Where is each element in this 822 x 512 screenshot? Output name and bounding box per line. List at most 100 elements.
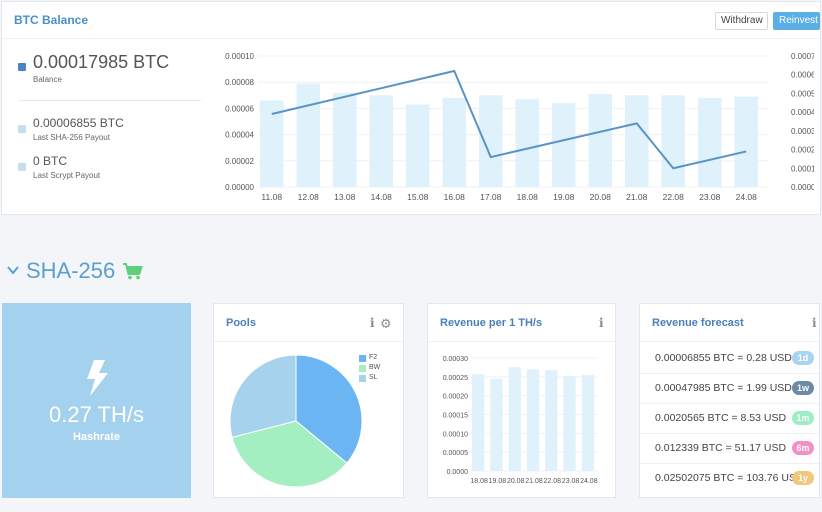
revenue-divider [428, 341, 615, 342]
hashrate-card: 0.27 TH/s Hashrate [2, 303, 191, 498]
forecast-row: 0.0020565 BTC = 8.53 USD 1m [640, 404, 819, 434]
bar [563, 376, 576, 471]
revenue-title: Revenue per 1 TH/s [440, 317, 543, 329]
x-tick-label: 21.08 [626, 192, 648, 202]
sha-title: SHA-256 [26, 258, 116, 283]
gear-icon[interactable]: ⚙ [380, 316, 392, 331]
hashrate-label: Hashrate [72, 431, 121, 443]
reinvest-button[interactable]: Reinvest [773, 12, 820, 30]
y-tick-label: 0.00020 [443, 394, 468, 401]
legend-item: SL [359, 374, 399, 384]
sha-payout-label: Last SHA-256 Payout [33, 133, 110, 142]
balance-chart: 0.00000 0.00002 0.00004 0.00006 0.00008 0.000… [225, 52, 814, 202]
bar [625, 95, 649, 187]
forecast-text: 0.00047985 BTC = 1.99 USD [655, 382, 792, 394]
pools-legend: F2 BW SL [359, 354, 399, 384]
bar [661, 95, 685, 187]
x-tick-label: 14.08 [371, 192, 393, 202]
legend-item: BW [359, 364, 399, 374]
revenue-panel: Revenue per 1 TH/s i 0.0000 0.00005 0.0001… [427, 303, 616, 498]
sha-payout-dot [18, 125, 26, 133]
forecast-divider [640, 341, 819, 342]
revenue-chart: 0.0000 0.00005 0.00010 0.00015 0.00020 0.0002… [443, 356, 598, 485]
legend-item: F2 [359, 354, 399, 364]
legend-swatch-sl [359, 375, 366, 382]
x-tick-label: 13.08 [334, 192, 356, 202]
y-left-tick-label: 0.00000 [225, 183, 254, 192]
info-icon[interactable]: i [599, 316, 604, 330]
y-right-tick-label: 0.0007 [791, 52, 814, 61]
y-right-tick-label: 0.0005 [791, 89, 814, 98]
y-left-tick-label: 0.00006 [225, 104, 254, 113]
x-tick-label: 11.08 [261, 192, 282, 202]
pie-slice [231, 420, 348, 488]
bar [588, 93, 612, 187]
y-right-tick-label: 0.0004 [791, 108, 814, 117]
x-tick-label: 23.08 [562, 478, 580, 485]
legend-swatch-bw [359, 365, 366, 372]
x-tick-label: 15.08 [407, 192, 429, 202]
forecast-badge[interactable]: 1d [792, 351, 814, 365]
x-tick-label: 12.08 [298, 192, 320, 202]
bar [406, 104, 430, 187]
y-tick-label: 0.00025 [443, 375, 468, 382]
scrypt-payout-label: Last Scrypt Payout [33, 171, 101, 180]
hashrate-value: 0.27 TH/s [49, 402, 144, 427]
chevron-down-icon[interactable] [6, 264, 20, 276]
forecast-badge[interactable]: 1w [792, 381, 814, 395]
bar [472, 374, 485, 471]
y-right-tick-label: 0.0000 [791, 183, 814, 192]
y-right-tick-label: 0.0002 [791, 146, 814, 155]
pie-slice [229, 354, 297, 439]
forecast-row: 0.02502075 BTC = 103.76 USD 1y [640, 464, 819, 494]
x-tick-label: 19.08 [489, 478, 507, 485]
y-right-tick-label: 0.0003 [791, 127, 814, 136]
y-right-tick-label: 0.0006 [791, 71, 814, 80]
legend-label-sl: SL [369, 374, 378, 381]
scrypt-payout-value: 0 BTC [33, 154, 68, 168]
bar [508, 367, 521, 471]
withdraw-button[interactable]: Withdraw [715, 12, 768, 30]
legend-swatch-f2 [359, 355, 366, 362]
legend-label-bw: BW [369, 364, 381, 371]
forecast-badge[interactable]: 1y [792, 471, 814, 485]
pools-panel: Pools i ⚙ F2 BW SL [213, 303, 404, 498]
y-left-tick-label: 0.00002 [225, 157, 254, 166]
forecast-row: 0.012339 BTC = 51.17 USD 6m [640, 434, 819, 464]
stat-divider [19, 100, 201, 101]
y-left-tick-label: 0.00010 [225, 52, 254, 61]
info-icon[interactable]: i [370, 316, 375, 330]
y-left-tick-label: 0.00008 [225, 78, 254, 87]
pools-title: Pools [226, 317, 256, 329]
series-line [271, 69, 747, 170]
x-tick-label: 18.08 [517, 192, 539, 202]
y-tick-label: 0.00010 [443, 431, 468, 438]
info-icon[interactable]: i [812, 316, 817, 330]
forecast-row: 0.00006855 BTC = 0.28 USD 1d [640, 344, 819, 374]
bar [479, 95, 503, 187]
x-tick-label: 24.08 [736, 192, 758, 202]
btc-balance-title: BTC Balance [14, 13, 89, 27]
x-tick-label: 20.08 [590, 192, 612, 202]
bar [260, 100, 284, 187]
bar [526, 369, 540, 471]
btc-balance-card: BTC Balance Withdraw Reinvest 0.00017985… [1, 1, 821, 215]
forecast-badge[interactable]: 1m [792, 411, 814, 425]
bolt-icon [87, 360, 108, 396]
legend-label-f2: F2 [369, 354, 378, 361]
y-tick-label: 0.0000 [447, 469, 469, 476]
forecast-title: Revenue forecast [652, 317, 744, 329]
x-tick-label: 23.08 [699, 192, 721, 202]
pie-slice [295, 354, 363, 464]
x-tick-label: 19.08 [553, 192, 575, 202]
forecast-badge[interactable]: 6m [792, 441, 814, 455]
y-tick-label: 0.00005 [443, 450, 468, 457]
bar [369, 95, 393, 187]
pools-divider [214, 341, 403, 342]
y-tick-label: 0.00030 [443, 356, 468, 363]
forecast-text: 0.0020565 BTC = 8.53 USD [655, 412, 787, 424]
cart-icon[interactable] [122, 262, 144, 280]
bar [515, 99, 539, 187]
bar [552, 103, 576, 187]
y-left-tick-label: 0.00004 [225, 131, 254, 140]
